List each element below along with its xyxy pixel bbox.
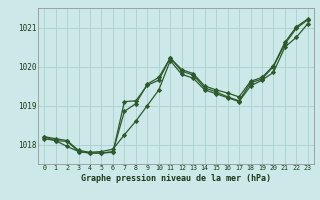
X-axis label: Graphe pression niveau de la mer (hPa): Graphe pression niveau de la mer (hPa) <box>81 174 271 183</box>
